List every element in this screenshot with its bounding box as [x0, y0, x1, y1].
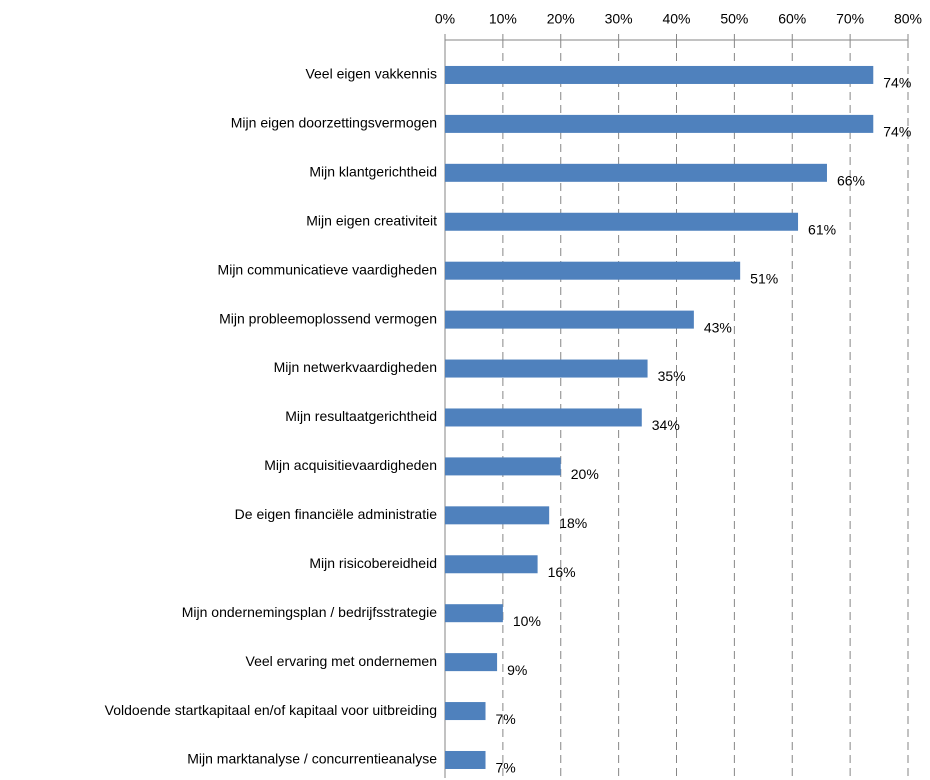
y-tick-label: Mijn acquisitievaardigheden: [264, 457, 437, 473]
bar: [445, 555, 538, 574]
value-label: 7%: [496, 711, 516, 727]
value-label: 66%: [837, 173, 865, 189]
x-tick-label: 20%: [547, 11, 575, 27]
value-label: 9%: [507, 662, 527, 678]
x-tick-label: 0%: [435, 11, 455, 27]
x-tick-label: 70%: [836, 11, 864, 27]
bar: [445, 750, 486, 769]
bar: [445, 604, 503, 623]
y-tick-label: Mijn communicatieve vaardigheden: [218, 261, 437, 277]
bar: [445, 653, 498, 672]
y-tick-label: Veel ervaring met ondernemen: [246, 653, 437, 669]
y-tick-label: Mijn netwerkvaardigheden: [274, 359, 437, 375]
bar: [445, 212, 799, 231]
bar: [445, 261, 741, 280]
value-label: 35%: [658, 368, 686, 384]
y-tick-label: Mijn klantgerichtheid: [309, 164, 437, 180]
y-tick-label: Mijn eigen creativiteit: [306, 212, 437, 228]
bar: [445, 114, 874, 133]
value-label: 34%: [652, 417, 680, 433]
x-tick-label: 60%: [778, 11, 806, 27]
x-tick-label: 40%: [662, 11, 690, 27]
bar: [445, 310, 694, 329]
y-tick-label: Mijn probleemoplossend vermogen: [219, 310, 437, 326]
y-tick-label: Mijn eigen doorzettingsvermogen: [231, 115, 437, 131]
value-label: 18%: [559, 515, 587, 531]
value-label: 20%: [571, 466, 599, 482]
value-label: 43%: [704, 319, 732, 335]
x-tick-label: 80%: [894, 11, 922, 27]
y-tick-label: Mijn resultaatgerichtheid: [285, 408, 437, 424]
y-tick-label: Mijn risicobereidheid: [309, 555, 437, 571]
value-label: 7%: [496, 760, 516, 776]
bar: [445, 163, 827, 182]
x-tick-label: 30%: [605, 11, 633, 27]
y-tick-label: Voldoende startkapitaal en/of kapitaal v…: [105, 702, 437, 718]
x-tick-label: 10%: [489, 11, 517, 27]
value-label: 51%: [750, 270, 778, 286]
x-tick-label: 50%: [720, 11, 748, 27]
bar: [445, 65, 874, 84]
value-label: 74%: [883, 75, 911, 91]
value-label: 74%: [883, 124, 911, 140]
bar: [445, 408, 642, 427]
y-tick-label: Veel eigen vakkennis: [305, 66, 437, 82]
y-tick-label: Mijn ondernemingsplan / bedrijfsstrategi…: [182, 604, 437, 620]
value-label: 61%: [808, 221, 836, 237]
bar: [445, 702, 486, 721]
value-label: 10%: [513, 613, 541, 629]
bar: [445, 506, 550, 525]
y-tick-label: De eigen financiële administratie: [235, 506, 438, 522]
bar: [445, 457, 561, 476]
bar: [445, 359, 648, 378]
y-tick-label: Mijn marktanalyse / concurrentieanalyse: [187, 751, 437, 767]
value-label: 16%: [548, 564, 576, 580]
